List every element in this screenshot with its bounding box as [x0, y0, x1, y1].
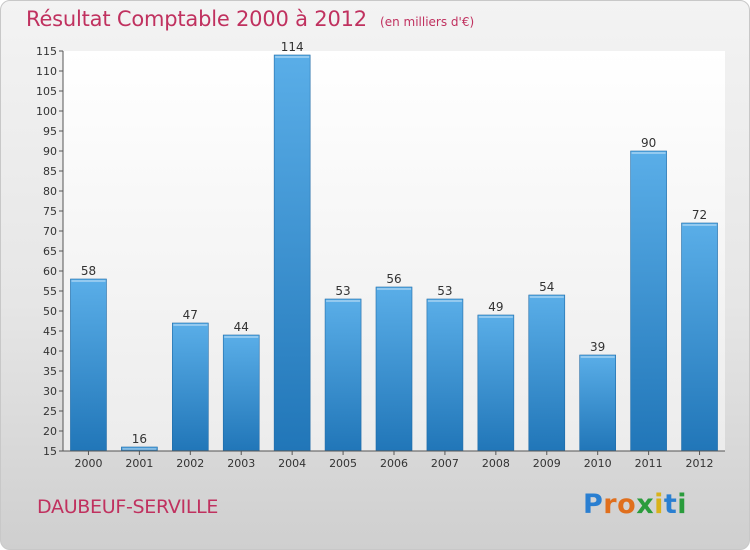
y-axis: 15 20 25 30 35 40 45 50 55 60 65 70 75 80 85 90 95 100 105… [36, 45, 64, 458]
chart-title: Résultat Comptable 2000 à 2012 [26, 7, 367, 31]
bar-highlight [326, 300, 361, 302]
bar-highlight [631, 152, 666, 154]
data-label: 49 [488, 300, 503, 314]
y-tick-label: 50 [43, 305, 57, 318]
y-tick-label: 75 [43, 205, 57, 218]
bar-highlight [682, 224, 717, 226]
x-tick-label: 2001 [125, 457, 153, 470]
x-tick-label: 2008 [482, 457, 510, 470]
logo-letter: t [663, 489, 678, 520]
bar [324, 298, 362, 452]
bar-highlight [173, 324, 208, 326]
x-tick-label: 2012 [686, 457, 714, 470]
data-label: 39 [590, 340, 605, 354]
y-tick-label: 85 [43, 165, 57, 178]
data-label: 16 [132, 432, 147, 446]
data-label: 58 [81, 264, 96, 278]
bar-highlight [478, 316, 513, 318]
bar [375, 286, 413, 452]
x-tick-label: 2002 [176, 457, 204, 470]
bar-highlight [224, 336, 259, 338]
y-tick-label: 95 [43, 125, 57, 138]
y-tick-label: 25 [43, 405, 57, 418]
y-tick-label: 105 [36, 85, 57, 98]
y-tick-label: 20 [43, 425, 57, 438]
logo-letter: i [677, 489, 688, 520]
data-label: 114 [281, 40, 304, 54]
x-tick-label: 2005 [329, 457, 357, 470]
x-tick-label: 2010 [584, 457, 612, 470]
bars-group: 58 16 47 44 114 53 56 53 49 54 39 90 72 [70, 40, 718, 452]
y-tick-label: 90 [43, 145, 57, 158]
y-tick-label: 110 [36, 65, 57, 78]
y-tick-label: 55 [43, 285, 57, 298]
x-tick-label: 2004 [278, 457, 306, 470]
commune-name: DAUBEUF-SERVILLE [37, 496, 219, 518]
y-tick-label: 15 [43, 445, 57, 458]
bar-highlight [122, 448, 157, 450]
data-label: 72 [692, 208, 707, 222]
title-row: Résultat Comptable 2000 à 2012 (en milli… [26, 7, 474, 31]
y-tick-label: 65 [43, 245, 57, 258]
bar [172, 322, 209, 452]
logo-letter: i [654, 489, 664, 520]
bar [222, 334, 260, 452]
bar [273, 54, 311, 452]
bar-highlight [529, 296, 564, 298]
data-label: 53 [437, 284, 452, 298]
bar-highlight [71, 280, 106, 282]
y-tick-label: 35 [43, 365, 57, 378]
bar-highlight [377, 288, 411, 290]
chart-subtitle: (en milliers d'€) [380, 15, 475, 29]
y-tick-label: 100 [36, 105, 57, 118]
x-axis: 2000 2001 2002 2003 2004 2005 2006 2007 2008 2009… [63, 450, 725, 470]
logo-letter: x [636, 489, 655, 520]
data-label: 56 [386, 272, 401, 286]
proxiti-logo: Proxiti [583, 489, 687, 520]
bar [70, 278, 107, 452]
x-tick-label: 2006 [380, 457, 408, 470]
data-label: 47 [183, 308, 198, 322]
bar-highlight [427, 300, 462, 302]
x-tick-label: 2003 [227, 457, 255, 470]
y-tick-label: 115 [36, 45, 57, 58]
bar [528, 294, 566, 452]
bar [477, 314, 515, 452]
logo-letter: o [617, 489, 637, 520]
bar-highlight [580, 356, 615, 358]
data-label: 54 [539, 280, 554, 294]
x-tick-label: 2000 [74, 457, 102, 470]
y-tick-label: 60 [43, 265, 57, 278]
y-tick-label: 40 [43, 345, 57, 358]
y-tick-label: 45 [43, 325, 57, 338]
logo-letter: P [583, 489, 604, 520]
bar [579, 354, 616, 452]
y-tick-label: 30 [43, 385, 57, 398]
logo-letter: r [603, 489, 618, 520]
x-tick-label: 2007 [431, 457, 459, 470]
x-tick-label: 2011 [635, 457, 663, 470]
data-label: 53 [335, 284, 350, 298]
bar [426, 298, 464, 452]
y-tick-label: 70 [43, 225, 57, 238]
x-tick-label: 2009 [533, 457, 561, 470]
bar-highlight [275, 56, 310, 58]
data-label: 44 [234, 320, 249, 334]
bar [630, 150, 667, 452]
y-tick-label: 80 [43, 185, 57, 198]
bar [681, 222, 718, 452]
data-label: 90 [641, 136, 656, 150]
